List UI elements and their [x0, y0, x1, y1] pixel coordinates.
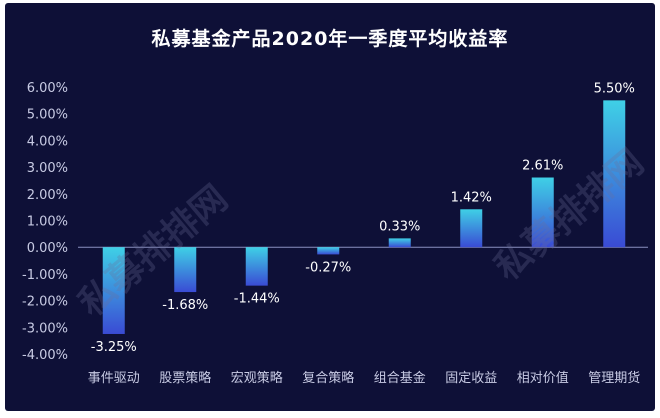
y-axis: 6.00% 5.00% 4.00% 3.00% 2.00% 1.00% 0.00% -1.00…	[22, 81, 68, 363]
bar	[388, 238, 411, 248]
x-tick-label: 事件驱动	[88, 371, 140, 386]
data-label: 2.61%	[522, 159, 563, 174]
y-tick-label: 2.00%	[27, 188, 68, 203]
x-tick-label: 股票策略	[159, 370, 211, 386]
y-tick-label: 1.00%	[27, 215, 68, 230]
data-label: 1.42%	[451, 190, 492, 205]
y-tick-label: 5.00%	[27, 108, 68, 123]
x-tick-label: 组合基金	[374, 370, 426, 386]
x-tick-label: 管理期货	[588, 370, 640, 386]
x-tick-label: 宏观策略	[231, 370, 283, 386]
data-label: -1.68%	[162, 298, 208, 313]
y-tick-label: 3.00%	[27, 161, 68, 176]
data-label: 5.50%	[594, 81, 635, 96]
bar	[317, 247, 340, 255]
y-tick-label: 0.00%	[27, 241, 68, 256]
data-label: -0.27%	[305, 260, 351, 275]
data-labels: -3.25% -1.68% -1.44% -0.27% 0.33% 1.42% 2.61% 5…	[91, 81, 635, 355]
x-tick-label: 固定收益	[445, 371, 497, 386]
x-tick-label: 复合策略	[302, 370, 354, 386]
bar	[460, 209, 483, 248]
bar	[603, 100, 626, 248]
y-tick-label: -3.00%	[22, 321, 68, 336]
y-tick-label: -1.00%	[22, 268, 68, 283]
bar	[174, 247, 197, 293]
y-tick-label: -4.00%	[22, 348, 68, 363]
data-label: 0.33%	[379, 219, 420, 234]
chart-title: 私募基金产品2020年一季度平均收益率	[151, 28, 509, 50]
data-label: -1.44%	[234, 292, 280, 307]
bar	[102, 247, 125, 334]
bar	[531, 177, 554, 248]
bar	[245, 247, 268, 286]
y-tick-label: -2.00%	[22, 295, 68, 310]
x-tick-label: 相对价值	[517, 370, 569, 386]
data-label: -3.25%	[91, 340, 137, 355]
y-tick-label: 4.00%	[27, 134, 68, 149]
y-tick-label: 6.00%	[27, 81, 68, 96]
bars	[102, 100, 626, 334]
x-axis: 事件驱动 股票策略 宏观策略 复合策略 组合基金 固定收益 相对价值 管理期货	[78, 246, 648, 386]
